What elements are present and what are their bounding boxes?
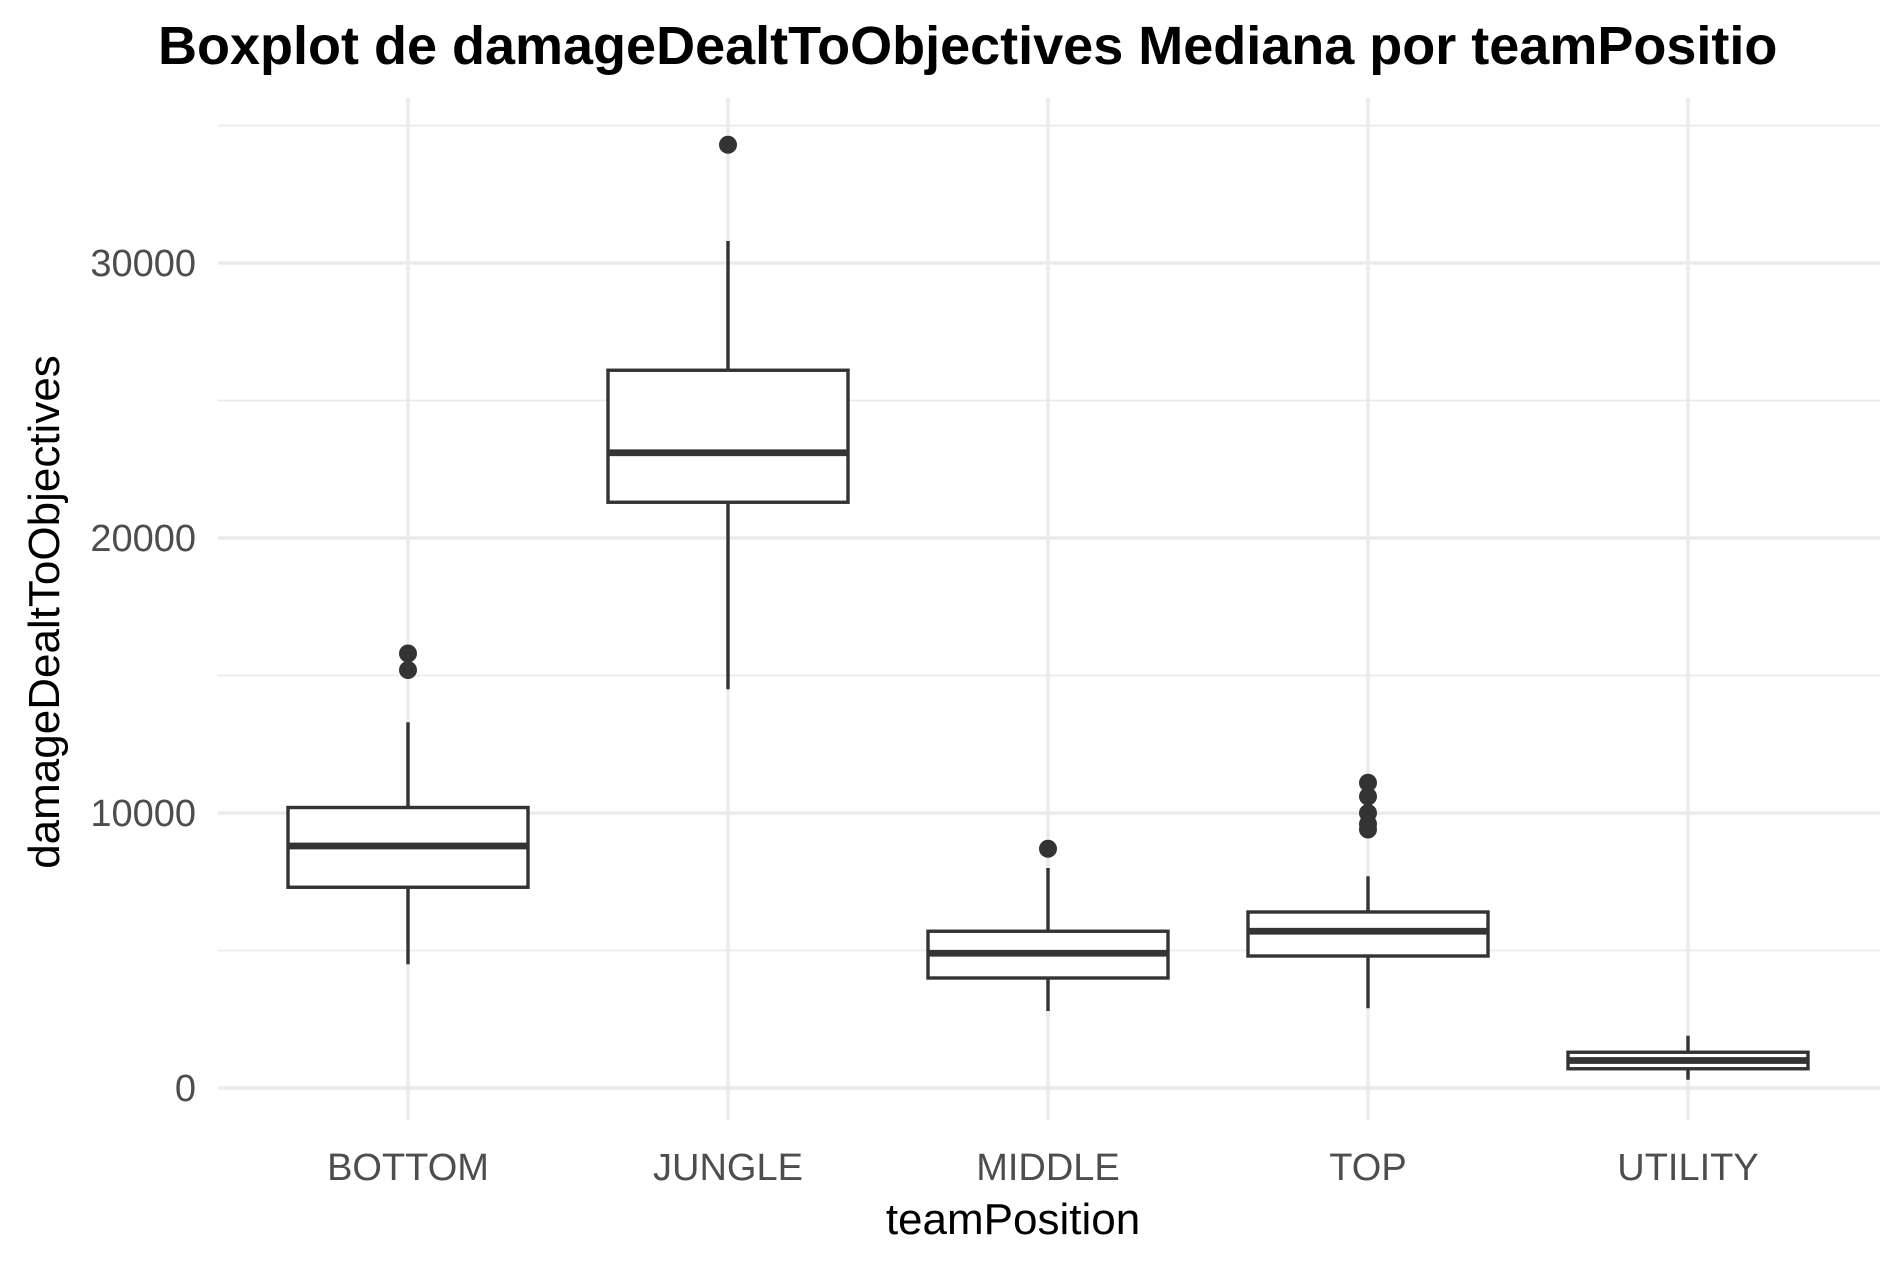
x-tick-label: UTILITY xyxy=(1617,1147,1758,1189)
box-middle xyxy=(926,839,1170,1011)
y-tick-label: 10000 xyxy=(90,793,196,835)
y-tick-label: 20000 xyxy=(90,518,196,560)
x-axis-ticks: BOTTOM JUNGLE MIDDLE TOP UTILITY xyxy=(327,1147,1759,1189)
box-utility xyxy=(1566,1035,1810,1080)
outlier-point xyxy=(399,661,417,679)
outlier-point xyxy=(1359,787,1377,806)
y-axis-title: damageDealtToObjectives xyxy=(20,355,69,869)
x-tick-label: JUNGLE xyxy=(653,1147,803,1189)
box-body xyxy=(606,368,850,504)
x-tick-label: MIDDLE xyxy=(976,1147,1120,1189)
y-tick-label: 30000 xyxy=(90,243,196,285)
boxes xyxy=(286,135,1810,1080)
box-jungle xyxy=(606,135,850,690)
outlier-point xyxy=(1359,804,1377,822)
box-top xyxy=(1246,773,1490,1009)
x-axis-title: teamPosition xyxy=(886,1195,1140,1244)
outlier-point xyxy=(1359,773,1377,792)
box-bottom xyxy=(286,644,530,965)
outlier-point xyxy=(719,135,737,154)
outlier-point xyxy=(1039,839,1057,858)
x-tick-label: BOTTOM xyxy=(327,1147,489,1189)
outlier-point xyxy=(399,644,417,663)
chart-title: Boxplot de damageDealtToObjectives Media… xyxy=(158,16,1777,76)
y-tick-label: 0 xyxy=(175,1068,196,1110)
x-tick-label: TOP xyxy=(1329,1147,1406,1189)
y-axis-ticks: 0 10000 20000 30000 xyxy=(90,243,196,1110)
